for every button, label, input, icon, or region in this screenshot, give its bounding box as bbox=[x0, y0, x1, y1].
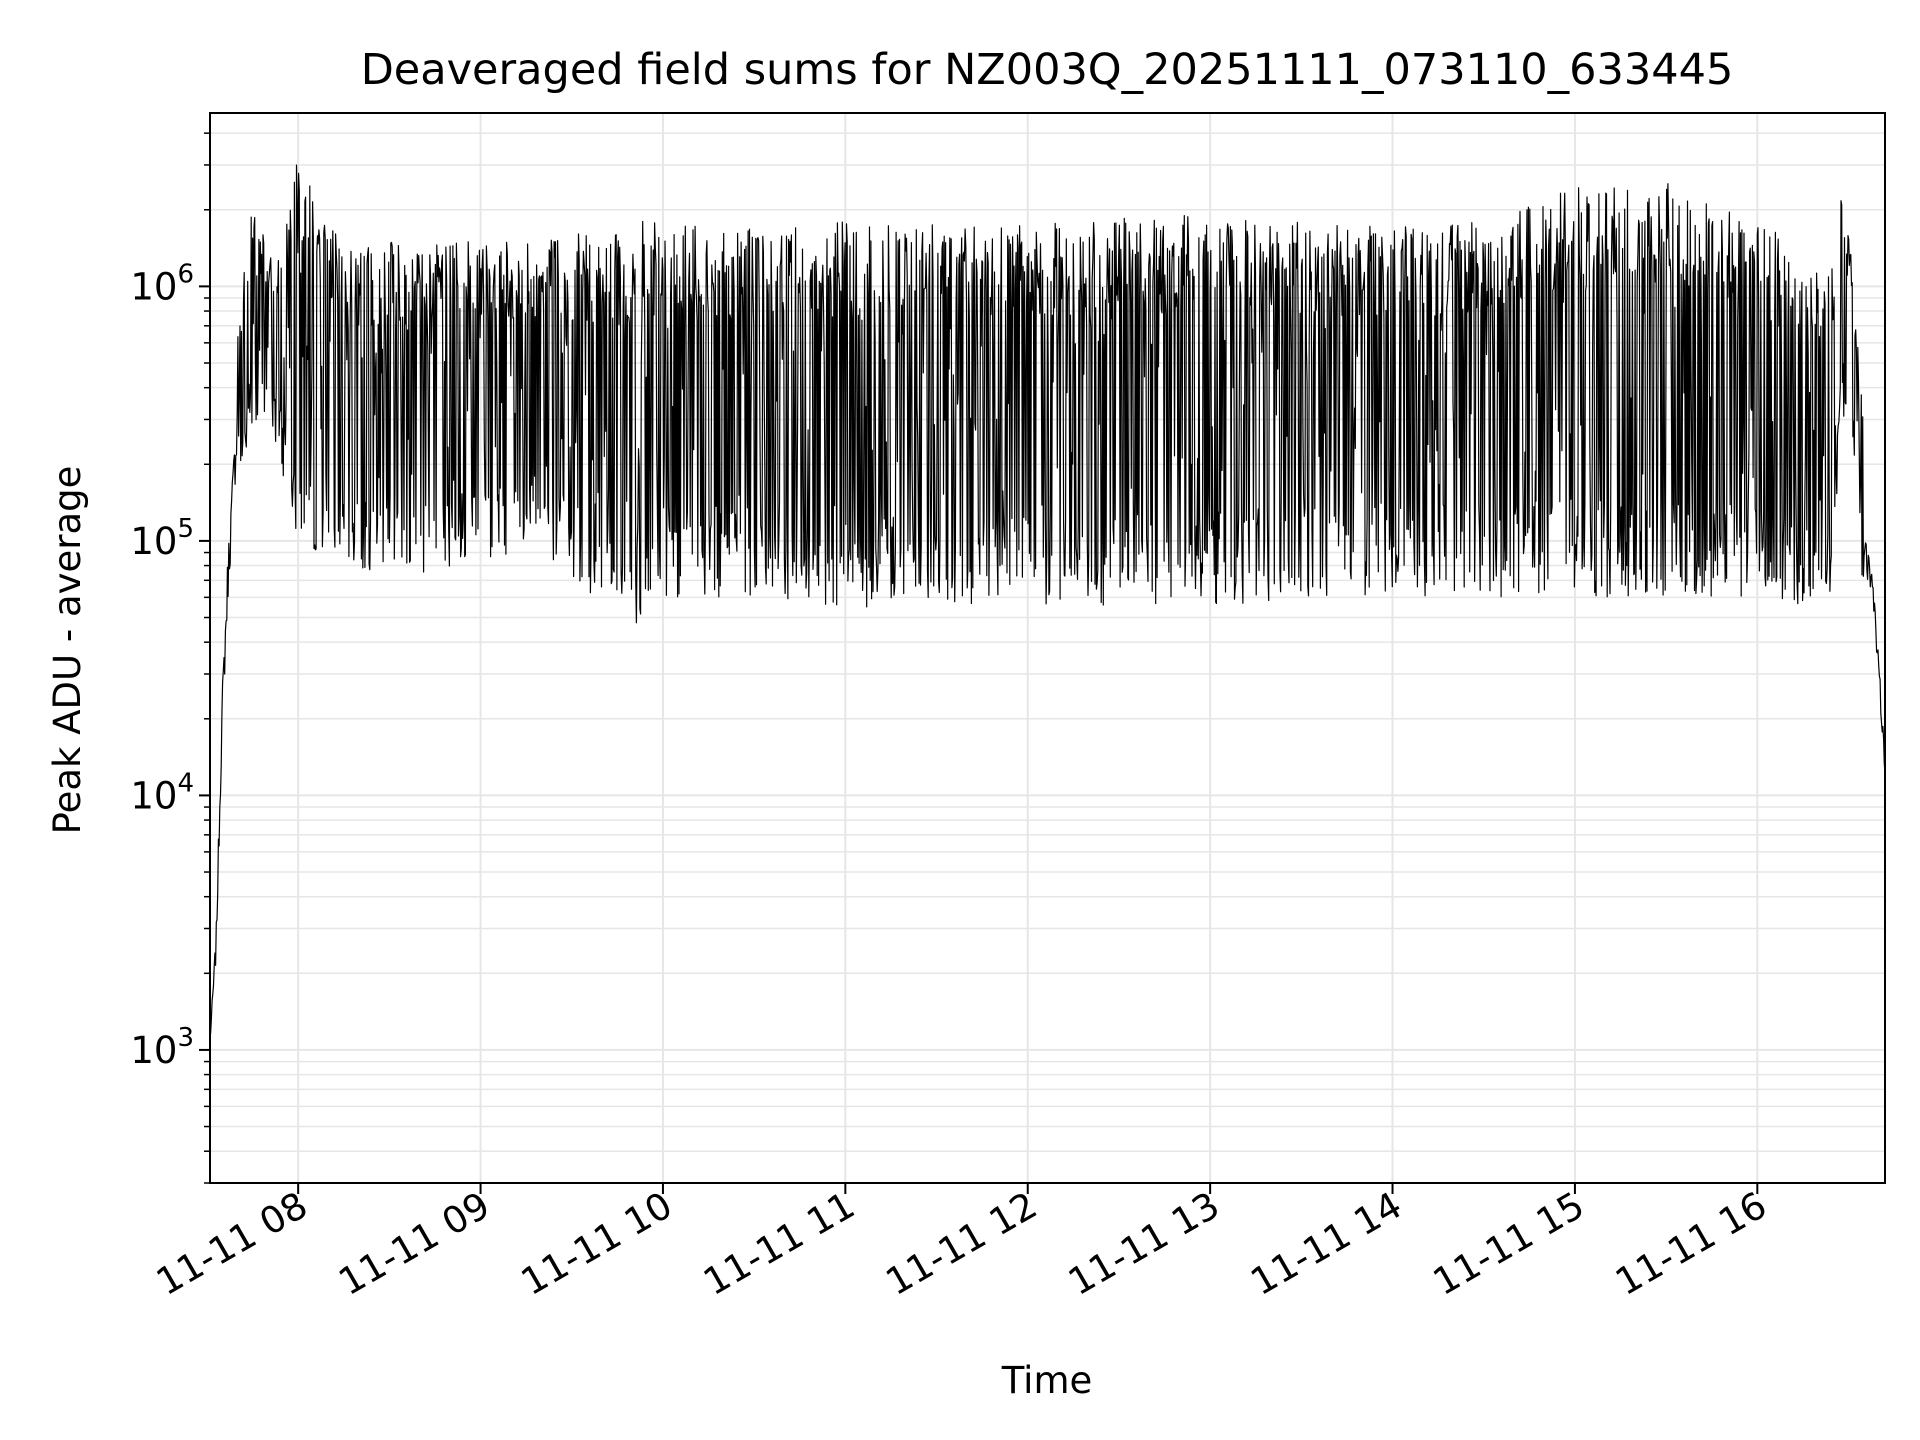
y-axis-label: Peak ADU - average bbox=[46, 466, 89, 835]
y-tick-label: 106 bbox=[130, 259, 194, 308]
y-tick-label: 104 bbox=[130, 768, 194, 817]
plot-frame bbox=[209, 112, 1886, 1184]
plot-line-group bbox=[209, 164, 1886, 1041]
y-tick-label: 103 bbox=[130, 1023, 194, 1072]
series-line bbox=[209, 164, 1886, 1041]
grid bbox=[210, 113, 1885, 1184]
y-tick-label: 105 bbox=[130, 514, 194, 563]
x-axis-label: Time bbox=[1001, 1359, 1093, 1402]
chart-title: Deaveraged field sums for NZ003Q_2025111… bbox=[361, 45, 1734, 95]
tick-marks bbox=[199, 132, 1759, 1194]
